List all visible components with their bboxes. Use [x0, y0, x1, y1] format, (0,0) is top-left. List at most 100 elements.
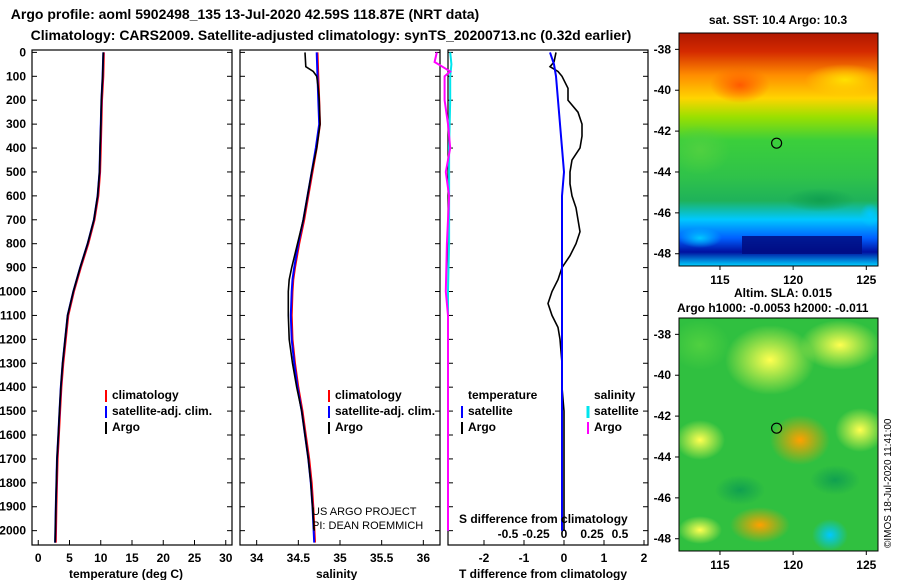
depth-tick-label: 400	[6, 141, 26, 155]
depth-tick-label: 500	[6, 165, 26, 179]
depth-tick-label: 900	[6, 261, 26, 275]
series-line-argo	[287, 52, 321, 531]
map-x-tick-label: 125	[856, 558, 876, 572]
map-y-tick-label: -46	[654, 206, 672, 220]
salinity-legend: climatology satellite-adj. clim. Argo	[328, 388, 435, 434]
legend-label-climatology: climatology	[335, 388, 402, 402]
altimetry-map-panel: Altim. SLA: 0.015 Argo h1000: -0.0053 h2…	[654, 286, 894, 572]
s-tick-label: -0.25	[522, 527, 550, 541]
difference-x-ticks: -2 -1 0 1 2	[479, 540, 648, 565]
x-tick-label: 2	[641, 551, 648, 565]
altimetry-map-axes: 115 120 125 -38 -40 -42 -44 -46 -48	[654, 327, 877, 572]
s-tick-label: 0.5	[612, 527, 629, 541]
series-line-satellite-adj-clim-	[54, 52, 105, 543]
altimetry-heatmap	[679, 318, 878, 551]
depth-tick-label: 700	[6, 213, 26, 227]
depth-tick-label: 1900	[0, 500, 26, 514]
series-line-argo	[54, 52, 105, 543]
depth-tick-label: 1500	[0, 404, 26, 418]
depth-tick-label: 100	[6, 69, 26, 83]
altimetry-title-line-2: Argo h1000: -0.0053 h2000: -0.011	[677, 301, 869, 315]
map-y-tick-label: -42	[654, 409, 672, 423]
map-y-tick-label: -44	[654, 450, 672, 464]
map-y-tick-label: -42	[654, 124, 672, 138]
map-y-tick-label: -44	[654, 165, 672, 179]
altimetry-title-line-1: Altim. SLA: 0.015	[734, 286, 832, 300]
altimetry-map-frame	[678, 317, 879, 552]
salinity-plot-frame	[239, 49, 441, 546]
depth-tick-label: 1400	[0, 380, 26, 394]
legend-label-s-argo: Argo	[594, 420, 622, 434]
depth-tick-label: 1700	[0, 452, 26, 466]
legend-label-satellite: satellite-adj. clim.	[335, 404, 435, 418]
depth-axis: 0 100 200 300 400 500 600 700 800 900 1000 1100 1200…	[0, 45, 26, 537]
legend-label-argo: Argo	[112, 420, 140, 434]
map-y-tick-label: -46	[654, 491, 672, 505]
x-tick-label: 35.5	[370, 551, 394, 565]
map-x-tick-label: 120	[783, 558, 803, 572]
series-line-climatology	[290, 52, 322, 543]
s-tick-label: 0	[561, 527, 568, 541]
map-y-tick-label: -48	[654, 532, 672, 546]
map-x-tick-label: 125	[856, 273, 876, 287]
legend-label-t-satellite: satellite	[468, 404, 513, 418]
difference-plot-frame	[447, 49, 649, 546]
salinity-lines	[287, 52, 322, 543]
temperature-panel: 0 5 10 15 20 25 30 temperature (deg C) climato…	[31, 49, 233, 580]
difference-y-ticks	[448, 51, 648, 532]
sst-heatmap	[679, 33, 878, 266]
depth-tick-label: 300	[6, 117, 26, 131]
salinity-y-ticks	[240, 51, 440, 532]
series-line-satellite-adj-clim-	[289, 52, 321, 543]
x-tick-label: 0	[35, 551, 42, 565]
legend-title-salinity: salinity	[594, 388, 636, 402]
map-y-tick-label: -40	[654, 83, 672, 97]
legend-label-climatology: climatology	[112, 388, 179, 402]
x-tick-label: 34	[250, 551, 264, 565]
sst-map-axes: 115 120 125 -38 -40 -42 -44 -46 -48	[654, 42, 877, 287]
map-x-tick-label: 115	[710, 273, 730, 287]
sst-map-panel: sat. SST: 10.4 Argo: 10.3 115 120 125 -38 -4…	[654, 13, 879, 287]
map-x-tick-label: 115	[710, 558, 730, 572]
difference-panel: -2 -1 0 1 2 -0.5 -0.25 0 0.25 0.5 T difference f…	[433, 49, 649, 580]
x-tick-label: 0	[561, 551, 568, 565]
s-difference-label: S difference from climatology	[459, 512, 628, 526]
temperature-y-ticks	[32, 51, 232, 532]
temperature-lines	[54, 52, 105, 543]
map-y-tick-label: -38	[654, 42, 672, 56]
imos-credit: ©IMOS 18-Jul-2020 11:41:00	[883, 418, 894, 548]
x-tick-label: 30	[219, 551, 233, 565]
temperature-x-ticks: 0 5 10 15 20 25 30	[35, 540, 233, 565]
x-tick-label: 25	[188, 551, 202, 565]
sst-profile-location-marker	[770, 137, 783, 149]
depth-tick-label: 1200	[0, 332, 26, 346]
legend-title-temperature: temperature	[468, 388, 538, 402]
depth-tick-label: 1100	[0, 308, 26, 322]
legend-label-argo: Argo	[335, 420, 363, 434]
depth-tick-label: 1600	[0, 428, 26, 442]
legend-label-s-satellite: satellite	[594, 404, 639, 418]
x-tick-label: 10	[94, 551, 108, 565]
difference-lines	[433, 52, 583, 531]
salinity-xlabel: salinity	[316, 567, 358, 580]
x-tick-label: 36	[417, 551, 431, 565]
difference-xlabel: T difference from climatology	[459, 567, 627, 580]
x-tick-label: -1	[519, 551, 530, 565]
legend-label-satellite: satellite-adj. clim.	[112, 404, 212, 418]
pi-annotation: PI: DEAN ROEMMICH	[312, 520, 423, 532]
series-line-t-argo-clim	[547, 52, 583, 531]
sst-map-frame	[678, 32, 879, 267]
difference-legend: temperature satellite Argo salinity sate…	[461, 388, 639, 434]
x-tick-label: -2	[479, 551, 490, 565]
salinity-difference-ticks: -0.5 -0.25 0 0.25 0.5	[498, 527, 629, 541]
depth-tick-label: 800	[6, 237, 26, 251]
s-tick-label: -0.5	[498, 527, 519, 541]
salinity-panel: 34 34.5 35 35.5 36 salinity climatology sate…	[239, 49, 441, 580]
temperature-legend: climatology satellite-adj. clim. Argo	[105, 388, 212, 434]
x-tick-label: 34.5	[287, 551, 311, 565]
temperature-plot-frame	[31, 49, 233, 546]
legend-label-t-argo: Argo	[468, 420, 496, 434]
temperature-xlabel: temperature (deg C)	[69, 567, 183, 580]
s-tick-label: 0.25	[580, 527, 604, 541]
